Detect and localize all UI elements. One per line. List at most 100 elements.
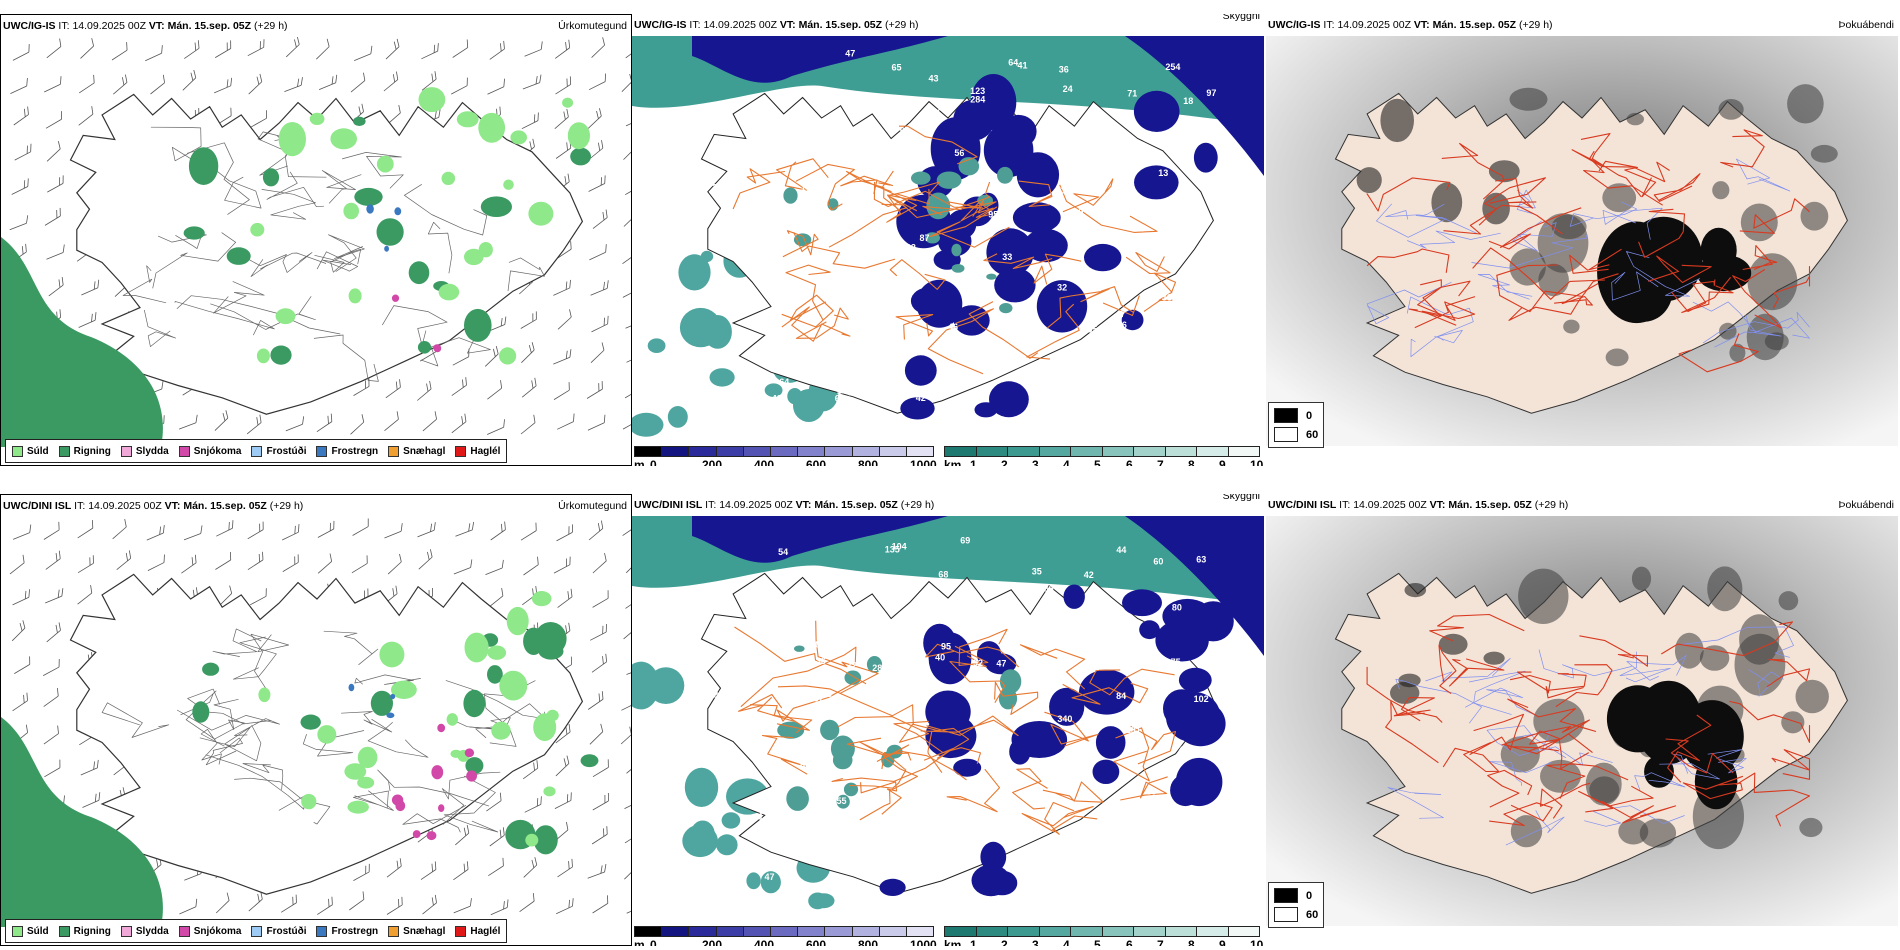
field-blob [936, 171, 962, 189]
cloud-base-value: 57 [890, 735, 900, 745]
cloud-base-value: 35 [1032, 567, 1042, 577]
field-blob [192, 701, 210, 723]
cloud-base-value: 41 [753, 811, 763, 821]
field-blob [543, 786, 556, 797]
wind-barb [523, 857, 538, 878]
wind-barb [554, 792, 572, 809]
colorbar-step [1197, 927, 1229, 936]
legend-item: Frostregn [316, 925, 378, 937]
wind-barb [46, 141, 61, 162]
cloud-base-value: 28 [872, 663, 882, 673]
wind-barb [591, 826, 608, 845]
wind-barb [282, 524, 300, 541]
field-blob [1778, 591, 1799, 611]
wind-barb [588, 520, 604, 541]
wind-barb [13, 106, 29, 126]
wind-barb [625, 559, 631, 574]
field-blob [258, 687, 271, 703]
field-blob [301, 793, 317, 810]
fog-legend-label: 60 [1306, 908, 1319, 921]
field-blob [1618, 818, 1649, 845]
field-blob [904, 355, 937, 386]
field-blob [499, 670, 528, 701]
cloud-base-value: 81 [772, 574, 782, 584]
cloud-base-value: 41 [1018, 60, 1028, 70]
model-name: UWC/IG-IS [3, 20, 56, 32]
colorbar-step [743, 447, 771, 456]
precip-type-panel: UWC/DINI ISL IT: 14.09.2025 00Z VT: Mán.… [0, 494, 632, 946]
wind-barb [519, 893, 535, 913]
init-time: 14.09.2025 00Z [1353, 499, 1427, 511]
wind-barb [626, 761, 631, 774]
colorbar-tick-label: 0 [650, 938, 657, 946]
field-blob [510, 130, 527, 145]
wind-barb [455, 825, 470, 846]
field-blob [1155, 619, 1209, 662]
legend-item: Haglél [455, 445, 500, 457]
field-blob [395, 800, 406, 812]
cloud-base-value: 42 [1084, 570, 1094, 580]
wind-barb [452, 39, 469, 58]
wind-barb [555, 723, 571, 744]
cloud-base-value: 63 [1196, 555, 1206, 565]
colorbar-step [689, 447, 717, 456]
field-blob [278, 122, 306, 157]
field-blob [794, 645, 805, 652]
field-blob [533, 713, 557, 742]
wind-barb [621, 701, 631, 711]
field-blob [480, 196, 512, 217]
colorbar-step [635, 927, 663, 936]
colorbar-step [743, 927, 771, 936]
cloud-base-value: 62 [1089, 662, 1099, 672]
model-name: UWC/DINI ISL [1268, 499, 1337, 511]
wind-barb [82, 792, 101, 808]
colorbar-step [635, 447, 663, 456]
cloud-base-value: 123 [970, 86, 985, 96]
wind-barb [590, 280, 609, 296]
wind-barb [625, 185, 631, 196]
field-blob [384, 245, 389, 252]
field-blob [1095, 726, 1126, 759]
field-blob [531, 591, 552, 607]
wind-barb [43, 521, 60, 540]
colorbar-tick-label: 2 [1001, 938, 1008, 946]
wind-barb [44, 759, 61, 778]
field-blob [491, 721, 511, 740]
cloud-base-value: 177 [1004, 186, 1019, 196]
cloud-base-value: 47 [845, 49, 855, 59]
field-blob [412, 830, 421, 839]
field-blob [953, 305, 990, 336]
legend-item: Slydda [120, 925, 169, 937]
colorbar-tick-label: 400 [754, 458, 775, 466]
cloud-base-colorbar: m 0 200 400 600 800 1000 [634, 446, 937, 466]
field-blob [433, 344, 440, 352]
fog-legend-swatch [1274, 907, 1298, 922]
lead-time: (+29 h) [1518, 19, 1553, 31]
model-name: UWC/DINI ISL [634, 499, 703, 511]
legend-item: Frostúði [251, 925, 306, 937]
cloud-base-value: 40 [1078, 874, 1088, 884]
colorbar-labels: m 0 200 400 600 800 1000 [634, 457, 937, 466]
field-blob [1398, 673, 1421, 688]
cloud-base-value: 73 [1056, 186, 1066, 196]
colorbar-step [798, 927, 826, 936]
field-blob [562, 97, 574, 108]
colorbar-step [689, 927, 717, 936]
map-image [1266, 36, 1898, 446]
wind-barb [625, 598, 631, 609]
panel-title: UWC/IG-IS IT: 14.09.2025 00Z VT: Mán. 15… [1266, 14, 1898, 36]
colorbar-strip [944, 926, 1260, 937]
wind-barb [553, 382, 570, 400]
wind-barb [520, 414, 536, 435]
field-blob [1063, 584, 1085, 609]
field-blob [787, 388, 803, 405]
colorbar-tick-label: 7 [1157, 938, 1164, 946]
wind-barb [420, 861, 437, 880]
field-blob [843, 782, 859, 797]
cloud-base-value: 53 [723, 669, 733, 679]
field-blob [376, 218, 404, 246]
colorbar-tick-label: 800 [858, 938, 879, 946]
it-label: IT: [74, 500, 86, 512]
field-blob [678, 254, 711, 291]
wind-barb [622, 252, 631, 265]
